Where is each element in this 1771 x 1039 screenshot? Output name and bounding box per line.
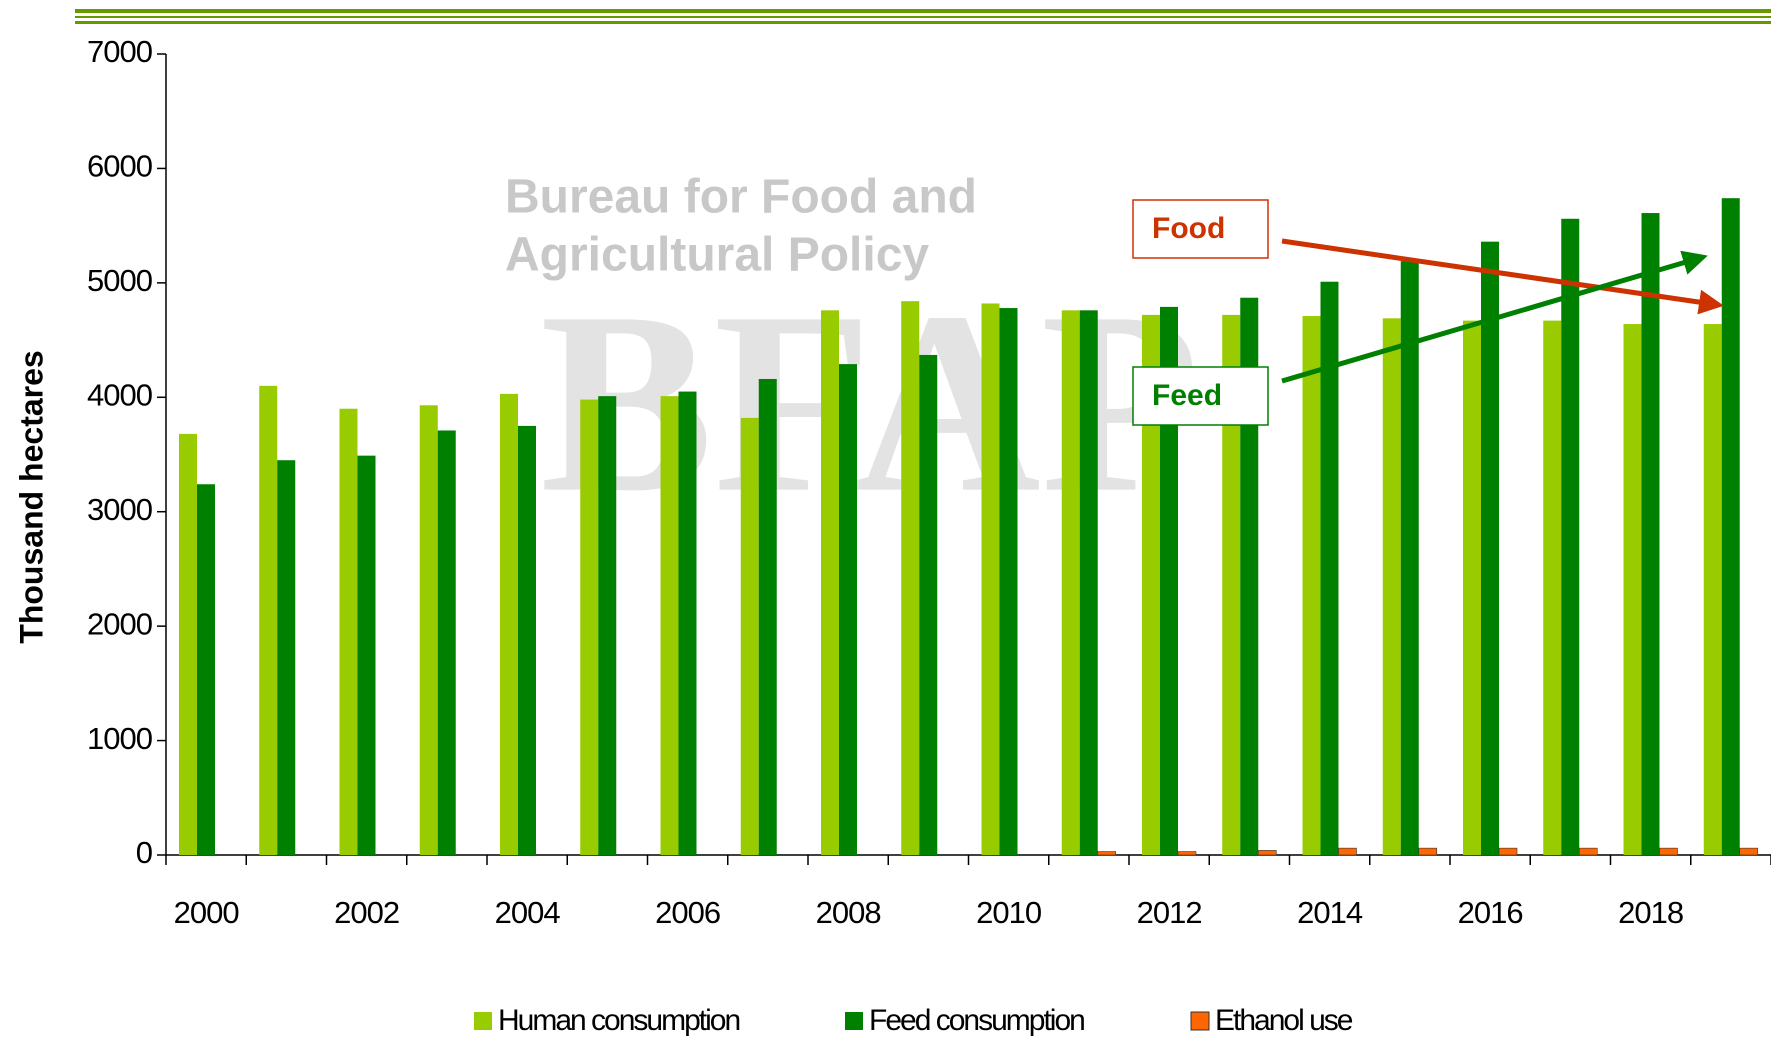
bar (420, 405, 438, 855)
x-tick-label: 2016 (1458, 895, 1523, 930)
bar (1722, 198, 1740, 855)
bar (1660, 848, 1678, 855)
bar (821, 310, 839, 855)
bar (661, 396, 679, 855)
y-tick-label: 6000 (87, 149, 153, 184)
legend-swatch (1191, 1012, 1209, 1030)
bar (1543, 321, 1561, 855)
watermark-text: Bureau for Food and (505, 171, 977, 224)
annotation-text: Feed (1152, 379, 1222, 412)
bar (1579, 848, 1597, 855)
bar (1098, 852, 1116, 855)
y-tick-label: 2000 (87, 606, 153, 641)
bar (1481, 242, 1499, 855)
bar (1178, 852, 1196, 855)
bar (1419, 848, 1437, 855)
bar (358, 456, 376, 855)
watermark-logo: BFAP (540, 259, 1200, 547)
bar (1499, 848, 1517, 855)
x-tick-label: 2006 (655, 895, 720, 930)
x-tick-label: 2012 (1137, 895, 1202, 930)
chart: Bureau for Food and Agricultural Policy … (0, 0, 1771, 1039)
bar (580, 400, 598, 855)
header-rule (75, 9, 1771, 24)
bar (438, 430, 456, 855)
bar (1258, 850, 1276, 855)
bar (1383, 318, 1401, 855)
y-tick-label: 5000 (87, 263, 153, 298)
bar (1642, 213, 1660, 855)
bar (982, 303, 1000, 855)
bar (1339, 848, 1357, 855)
bar (259, 386, 277, 855)
bar (901, 301, 919, 855)
bar (197, 484, 215, 855)
annotation-text: Food (1152, 212, 1225, 245)
x-tick-label: 2000 (174, 895, 240, 930)
bar (1401, 261, 1419, 855)
x-tick-label: 2008 (816, 895, 881, 930)
bar (1561, 219, 1579, 855)
x-tick-label: 2014 (1297, 895, 1363, 930)
bar (598, 396, 616, 855)
bar (759, 379, 777, 855)
bar (1062, 310, 1080, 855)
bar (919, 355, 937, 855)
bar (839, 364, 857, 855)
legend-swatch (845, 1012, 863, 1030)
bar (340, 409, 358, 855)
bar (1303, 316, 1321, 855)
bar (1080, 310, 1098, 855)
bar (679, 392, 697, 855)
legend-swatch (474, 1012, 492, 1030)
bar (179, 434, 197, 855)
x-tick-label: 2010 (976, 895, 1042, 930)
bar (518, 426, 536, 855)
bar (500, 394, 518, 855)
legend-label: Feed consumption (869, 1004, 1084, 1037)
bar (1624, 324, 1642, 855)
legend-label: Human consumption (498, 1004, 739, 1037)
bar (1704, 324, 1722, 855)
y-tick-label: 7000 (87, 34, 153, 69)
x-tick-label: 2018 (1618, 895, 1683, 930)
y-axis-label: Thousand hectares (13, 350, 49, 643)
bar (741, 418, 759, 855)
y-tick-label: 1000 (87, 721, 153, 756)
bar (1740, 848, 1758, 855)
y-tick-label: 3000 (87, 492, 153, 527)
bar (1000, 308, 1018, 855)
y-tick-label: 0 (136, 835, 153, 870)
x-tick-label: 2002 (334, 895, 399, 930)
bar (277, 460, 295, 855)
bar (1463, 321, 1481, 855)
legend-label: Ethanol use (1215, 1004, 1353, 1037)
x-tick-label: 2004 (495, 895, 561, 930)
y-tick-label: 4000 (87, 377, 153, 412)
